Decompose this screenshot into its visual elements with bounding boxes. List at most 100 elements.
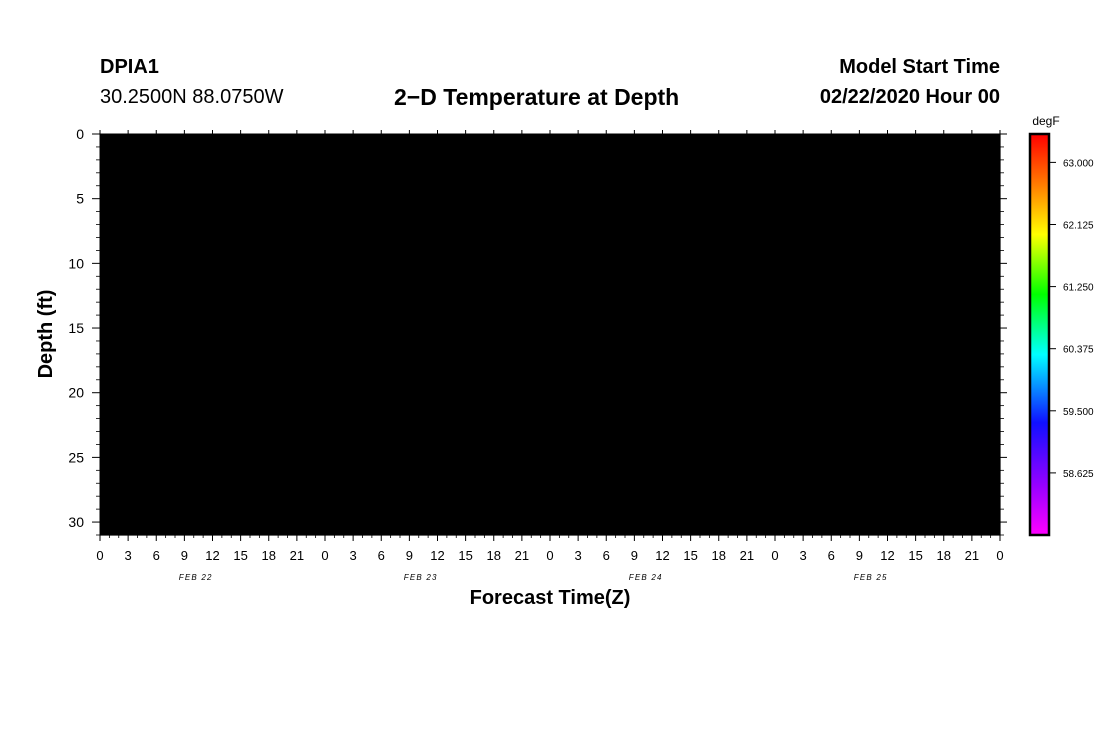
heatmap-cell [268,470,279,484]
heatmap-cell [259,250,270,264]
heatmap-cell [728,185,739,200]
heatmap-cell [343,340,354,355]
heatmap-cell [700,509,710,523]
heatmap-cell [446,263,457,277]
heatmap-cell [896,392,907,407]
heatmap-cell [793,392,804,407]
heatmap-cell [803,159,814,174]
heatmap-cell [306,250,317,264]
heatmap-cell [268,353,279,368]
heatmap-cell [353,379,364,394]
heatmap-cell [409,340,420,355]
colorbar-tick-label: 61.250 [1063,283,1094,294]
heatmap-cell [418,483,429,497]
heatmap-cell [568,483,579,497]
heatmap-cell [990,224,1001,239]
heatmap-cell [859,392,870,407]
heatmap-cell [325,289,335,303]
heatmap-cell [128,444,139,458]
heatmap-cell [568,392,579,407]
heatmap-cell [221,159,232,174]
heatmap-cell [193,289,204,303]
heatmap-cell [512,418,523,433]
heatmap-cell [409,418,420,433]
heatmap-cell [915,444,926,458]
heatmap-cell [100,263,110,277]
heatmap-cell [221,431,232,446]
heatmap-cell [812,431,823,446]
heatmap-cell [109,250,120,264]
heatmap-cell [812,379,823,394]
heatmap-cell [400,289,410,303]
heatmap-cell [681,289,692,303]
heatmap-cell [709,185,720,200]
heatmap-cell [793,483,804,497]
heatmap-cell [896,315,907,329]
heatmap-cell [568,405,579,420]
heatmap-cell [765,353,776,368]
heatmap-cell [803,353,814,368]
heatmap-cell [165,470,176,484]
heatmap-cell [671,302,682,316]
heatmap-cell [503,289,514,303]
heatmap-cell [437,289,448,303]
heatmap-cell [578,146,589,161]
heatmap-cell [606,496,617,510]
heatmap-cell [353,185,364,200]
heatmap-cell [915,185,926,200]
heatmap-cell [737,328,748,342]
heatmap-cell [596,366,607,381]
heatmap-cell [878,146,889,161]
heatmap-cell [334,250,345,264]
heatmap-cell [343,418,354,433]
heatmap-cell [850,263,860,277]
heatmap-cell [878,159,889,174]
heatmap-cell [390,315,401,329]
heatmap-cell [175,224,185,239]
heatmap-cell [756,146,767,161]
heatmap-cell [559,276,570,290]
heatmap-cell [146,522,157,536]
heatmap-cell [700,250,710,264]
heatmap-cell [868,328,879,342]
heatmap-cell [943,237,954,252]
heatmap-cell [175,340,185,355]
heatmap-cell [746,483,757,497]
heatmap-cell [128,250,139,264]
heatmap-cell [521,405,532,420]
heatmap-cell [540,172,551,187]
heatmap-cell [475,159,485,174]
heatmap-cell [653,340,664,355]
heatmap-cell [287,392,298,407]
heatmap-cell [550,522,560,536]
heatmap-cell [156,444,167,458]
heatmap-cell [184,289,195,303]
heatmap-cell [653,522,664,536]
heatmap-cell [306,302,317,316]
heatmap-cell [662,146,673,161]
heatmap-cell [156,263,167,277]
heatmap-cell [981,185,992,200]
heatmap-cell [690,379,701,394]
heatmap-cell [981,392,992,407]
heatmap-cell [503,418,514,433]
heatmap-cell [381,379,392,394]
heatmap-cell [990,457,1001,471]
heatmap-cell [456,263,467,277]
heatmap-cell [953,172,964,187]
heatmap-cell [137,159,148,174]
heatmap-cell [221,250,232,264]
heatmap-cell [550,185,560,200]
heatmap-cell [859,276,870,290]
heatmap-cell [306,405,317,420]
heatmap-cell [203,224,214,239]
heatmap-cell [559,444,570,458]
heatmap-cell [943,470,954,484]
heatmap-cell [484,392,495,407]
heatmap-cell [775,444,785,458]
heatmap-cell [165,340,176,355]
heatmap-cell [362,224,373,239]
heatmap-cell [784,392,795,407]
heatmap-cell [325,483,335,497]
heatmap-cell [503,315,514,329]
